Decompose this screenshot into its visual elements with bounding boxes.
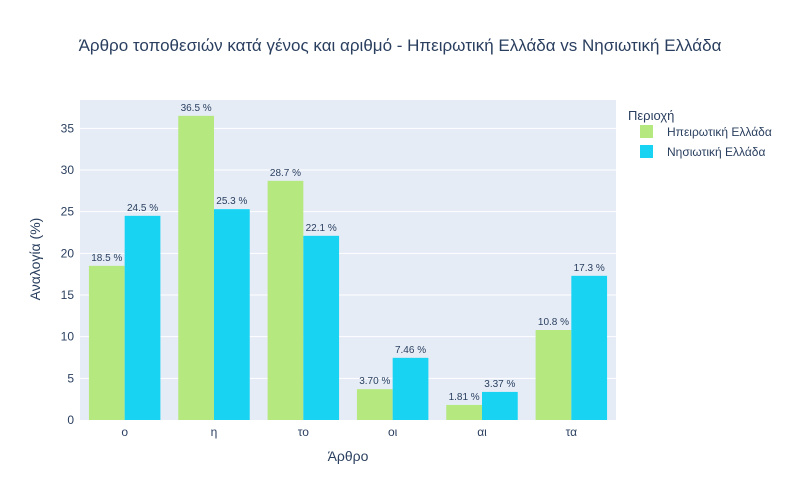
bar-value-label: 36.5 % bbox=[181, 103, 212, 114]
y-tick-label: 25 bbox=[61, 205, 75, 219]
bar-labels: 18.5 % 24.5 % 36.5 % 25.3 % 28.7 % 22.1 % 3.70… bbox=[91, 103, 605, 403]
bars bbox=[88, 115, 608, 420]
bar bbox=[571, 275, 608, 420]
x-tick-label: τα bbox=[566, 425, 578, 439]
y-tick-label: 10 bbox=[61, 330, 75, 344]
y-axis-title: Αναλογία (%) bbox=[27, 218, 43, 301]
bar bbox=[214, 209, 250, 420]
legend-item[interactable]: Ηπειρωτική Ελλάδα bbox=[640, 125, 772, 139]
bar-value-label: 22.1 % bbox=[306, 223, 337, 234]
bar bbox=[267, 180, 304, 420]
x-tick-label: οι bbox=[388, 425, 398, 439]
legend-label: Ηπειρωτική Ελλάδα bbox=[667, 125, 772, 139]
grid-lines bbox=[80, 127, 616, 379]
bar bbox=[446, 404, 482, 420]
x-axis-title: Άρθρο bbox=[328, 448, 369, 464]
bar bbox=[482, 391, 518, 420]
y-tick-label: 5 bbox=[67, 371, 74, 385]
y-tick-label: 30 bbox=[61, 163, 75, 177]
bar-value-label: 7.46 % bbox=[395, 345, 426, 356]
bar bbox=[178, 115, 214, 420]
bar-value-label: 3.70 % bbox=[359, 376, 390, 387]
legend-swatch bbox=[640, 125, 653, 138]
y-tick-label: 15 bbox=[61, 288, 75, 302]
y-tick-label: 20 bbox=[61, 246, 75, 260]
bar bbox=[124, 215, 161, 420]
x-tick-label: η bbox=[211, 425, 218, 439]
bar-value-label: 24.5 % bbox=[127, 203, 158, 214]
bar-value-label: 3.37 % bbox=[484, 379, 515, 390]
bar-value-label: 28.7 % bbox=[270, 168, 301, 179]
bar bbox=[303, 235, 340, 420]
chart-title: Άρθρο τοποθεσιών κατά γένος και αριθμό -… bbox=[79, 36, 722, 55]
bar-value-label: 25.3 % bbox=[216, 196, 247, 207]
bar-value-label: 17.3 % bbox=[574, 263, 605, 274]
bar bbox=[356, 389, 393, 420]
legend-items[interactable]: Ηπειρωτική Ελλάδα Νησιωτική Ελλάδα bbox=[640, 125, 772, 159]
legend-title: Περιοχή bbox=[628, 108, 674, 123]
y-axis-ticks: 0 5 10 15 20 25 30 35 bbox=[61, 121, 75, 427]
x-tick-label: αι bbox=[477, 425, 487, 439]
bar-value-label: 18.5 % bbox=[91, 253, 122, 264]
bar-value-label: 10.8 % bbox=[538, 317, 569, 328]
legend-swatch bbox=[640, 145, 653, 158]
bar bbox=[535, 330, 572, 420]
bar-value-label: 1.81 % bbox=[449, 392, 480, 403]
x-axis-ticks: ο η το οι αι τα bbox=[121, 425, 577, 439]
bar bbox=[392, 357, 429, 420]
legend-label: Νησιωτική Ελλάδα bbox=[667, 145, 765, 159]
y-tick-label: 0 bbox=[67, 413, 74, 427]
x-tick-label: ο bbox=[121, 425, 128, 439]
x-tick-label: το bbox=[298, 425, 310, 439]
legend[interactable]: Περιοχή Ηπειρωτική Ελλάδα Νησιωτική Ελλάδ… bbox=[628, 108, 772, 159]
plot-area bbox=[80, 100, 616, 420]
legend-item[interactable]: Νησιωτική Ελλάδα bbox=[640, 145, 765, 159]
y-tick-label: 35 bbox=[61, 121, 75, 135]
bar bbox=[88, 265, 125, 420]
